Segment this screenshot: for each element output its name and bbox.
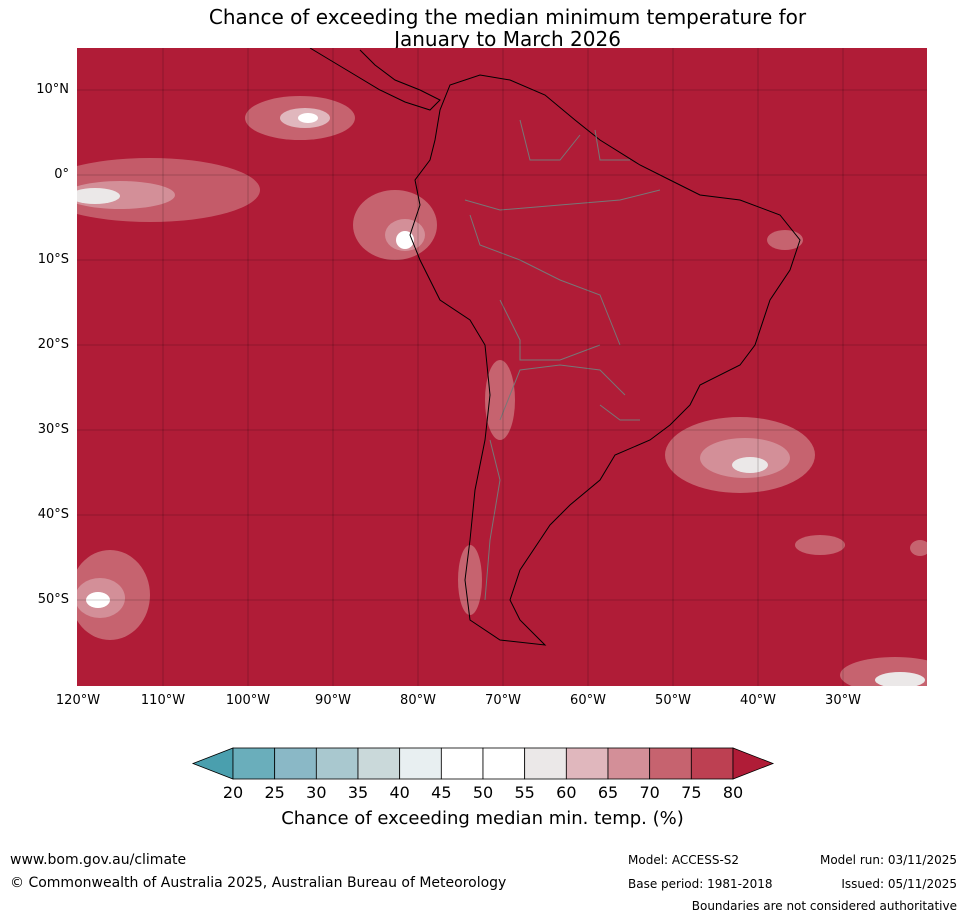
colorbar-tick-label: 20 (222, 783, 244, 802)
copyright-text: © Commonwealth of Australia 2025, Austra… (10, 875, 507, 891)
chart-title-line-1: Chance of exceeding the median minimum t… (208, 5, 807, 29)
contour-patch (732, 457, 768, 473)
issued-date: Issued: 05/11/2025 (841, 877, 957, 891)
model-run-date: Model run: 03/11/2025 (819, 853, 957, 867)
colorbar-tick-label: 25 (264, 783, 285, 802)
colorbar-cell (565, 747, 609, 780)
colorbar-label: Chance of exceeding median min. temp. (%… (281, 808, 684, 829)
colorbar-tick-label: 35 (347, 783, 369, 802)
contour-patch (485, 360, 515, 440)
lat-label-20s: 20°S (37, 337, 69, 352)
colorbar-cell (482, 747, 526, 780)
lat-label-10s: 10°S (37, 252, 69, 267)
colorbar-tick-label: 55 (514, 783, 535, 802)
lon-label-90w: 90°W (315, 693, 351, 708)
colorbar-tick-label: 40 (389, 783, 410, 802)
lon-label-80w: 80°W (400, 693, 436, 708)
colorbar-over-arrow (732, 747, 775, 780)
lon-label-100w: 100°W (225, 693, 271, 708)
contour-patch (910, 540, 927, 556)
lon-label-40w: 40°W (740, 693, 776, 708)
colorbar-cell (232, 747, 276, 780)
colorbar-tick-label: 80 (722, 783, 744, 802)
lat-label-50s: 50°S (37, 592, 69, 607)
lon-label-60w: 60°W (570, 693, 606, 708)
colorbar-tick-label: 65 (597, 783, 619, 802)
colorbar-under-arrow (191, 747, 234, 780)
lat-label-0: 0° (54, 167, 69, 182)
country-borders (464, 119, 661, 601)
website-link[interactable]: www.bom.gov.au/climate (10, 852, 187, 868)
colorbar-cell (357, 747, 401, 780)
contour-patch (458, 545, 482, 615)
lon-label-120w: 120°W (55, 693, 101, 708)
contour-patch (298, 113, 318, 123)
boundaries-disclaimer: Boundaries are not considered authoritat… (691, 899, 957, 913)
contour-patch (86, 592, 110, 608)
colorbar-tick-label: 50 (472, 783, 494, 802)
colorbar-tick-label: 60 (556, 783, 577, 802)
colorbar (191, 747, 775, 780)
lat-label-10n: 10°N (36, 82, 69, 97)
lat-label-30s: 30°S (37, 422, 69, 437)
contour-patch (396, 231, 414, 249)
lon-label-70w: 70°W (485, 693, 521, 708)
contour-patch (767, 230, 803, 250)
contour-patch (77, 188, 120, 204)
lon-label-50w: 50°W (655, 693, 691, 708)
colorbar-cell (399, 747, 442, 780)
colorbar-cell (315, 747, 359, 780)
lon-label-110w: 110°W (140, 693, 186, 708)
colorbar-tick-label: 45 (431, 783, 452, 802)
colorbar-tick-label: 70 (639, 783, 660, 802)
south-america-coastline (409, 74, 801, 646)
colorbar-cell (440, 747, 484, 780)
map-plot (77, 48, 927, 686)
colorbar-cell (690, 747, 734, 780)
probability-contours (77, 96, 927, 686)
colorbar-cell (524, 747, 567, 780)
contour-patch (795, 535, 845, 555)
graticule (77, 48, 927, 686)
model-name: Model: ACCESS-S2 (628, 853, 740, 867)
base-period: Base period: 1981-2018 (628, 877, 773, 891)
colorbar-cell (274, 747, 317, 780)
chart-title-line-2: January to March 2026 (394, 27, 621, 51)
colorbar-tick-label: 30 (306, 783, 327, 802)
lat-label-40s: 40°S (37, 507, 69, 522)
lon-label-30w: 30°W (825, 693, 861, 708)
colorbar-cell (607, 747, 651, 780)
contour-patch (875, 672, 925, 686)
colorbar-tick-label: 75 (681, 783, 702, 802)
colorbar-cell (649, 747, 692, 780)
central-america-coastline (309, 48, 441, 111)
